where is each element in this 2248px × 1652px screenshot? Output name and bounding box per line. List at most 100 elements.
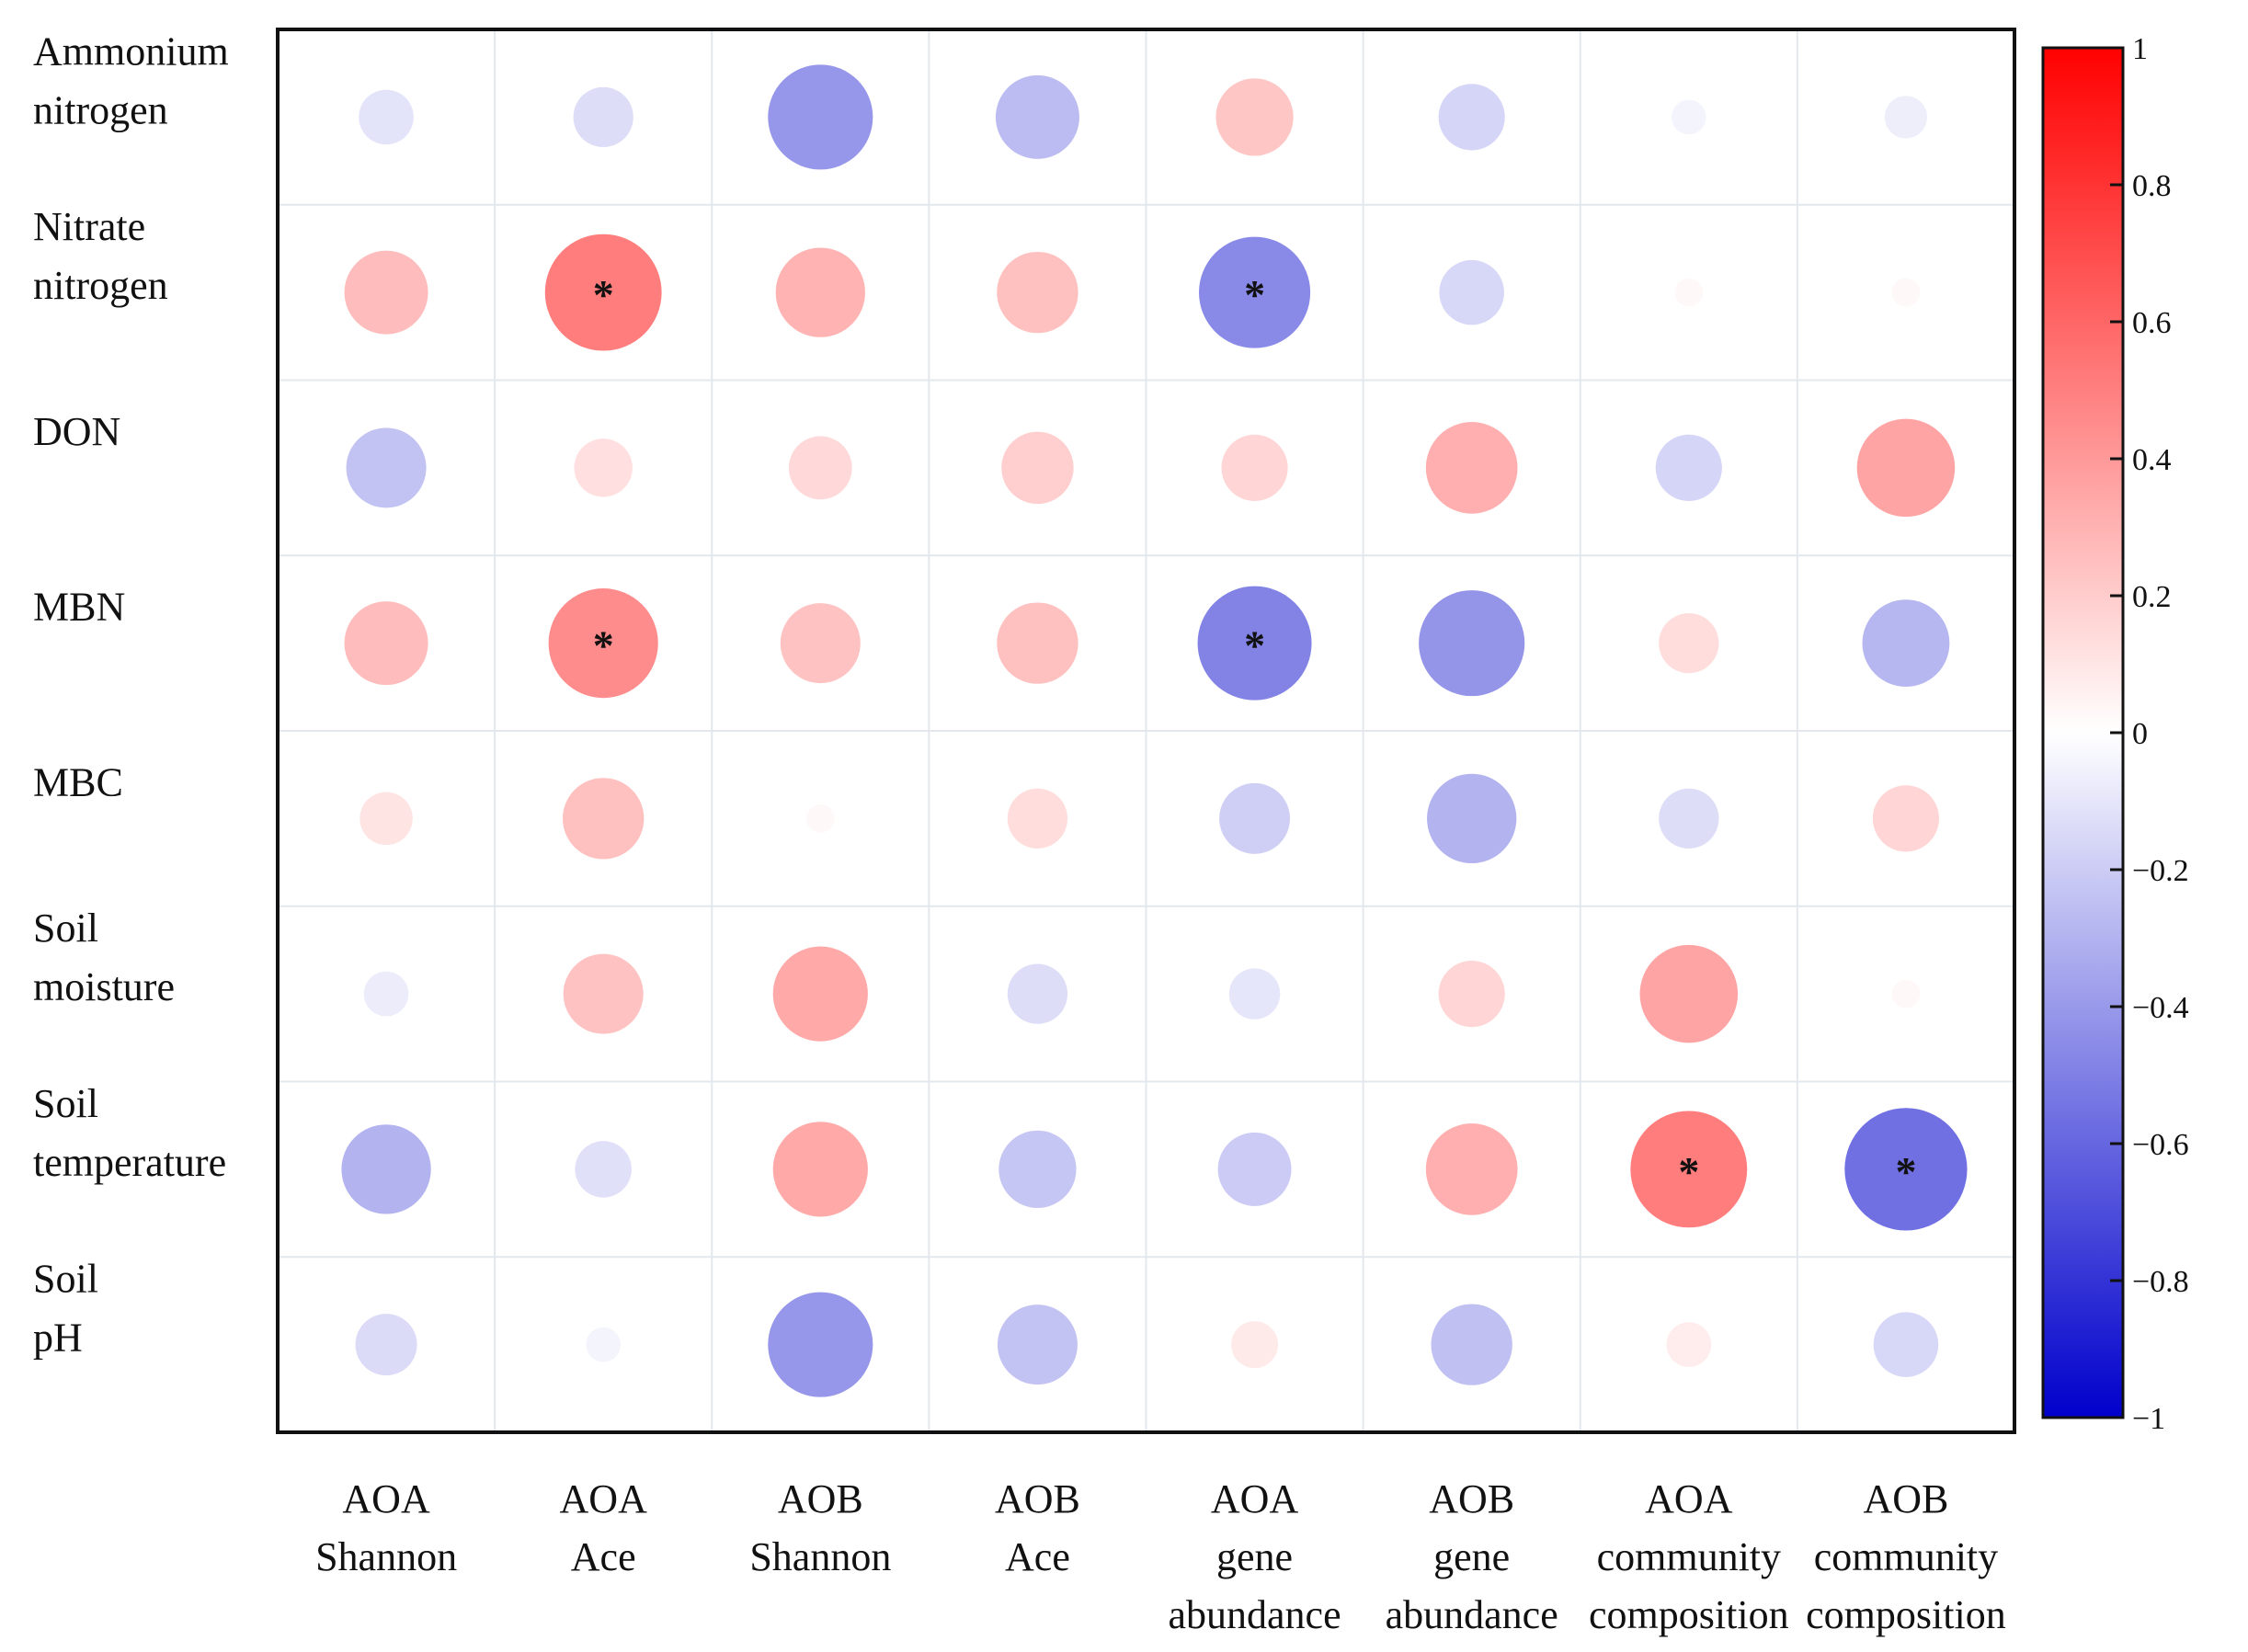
correlation-circle bbox=[563, 778, 645, 860]
correlation-circle bbox=[1231, 1321, 1279, 1369]
colorbar-tick-label: −0.4 bbox=[2132, 991, 2189, 1025]
correlation-circle bbox=[775, 247, 865, 337]
correlation-circle bbox=[1438, 84, 1505, 151]
colorbar bbox=[2041, 46, 2125, 1419]
correlation-circle bbox=[1891, 979, 1921, 1008]
correlation-circle bbox=[355, 1314, 417, 1376]
row-label: MBN bbox=[33, 585, 125, 630]
correlation-circle bbox=[1007, 963, 1068, 1024]
correlation-circle bbox=[1671, 99, 1706, 135]
correlation-circle bbox=[1425, 422, 1518, 514]
correlation-circle bbox=[575, 1141, 632, 1198]
significance-star: * bbox=[1895, 1148, 1916, 1195]
correlation-circle bbox=[1219, 782, 1291, 854]
correlation-circle bbox=[997, 1305, 1078, 1385]
correlation-circle bbox=[768, 1292, 873, 1397]
column-label: AOA Ace bbox=[560, 1476, 648, 1579]
row-label: Soil temperature bbox=[33, 1081, 226, 1185]
row-label: Soil moisture bbox=[33, 906, 175, 1009]
significance-star: * bbox=[593, 271, 614, 318]
correlation-circle bbox=[805, 803, 835, 833]
significance-markers: * * * * * * bbox=[593, 271, 1917, 1195]
significance-star: * bbox=[1244, 271, 1265, 318]
colorbar-tick-label: 0.8 bbox=[2132, 169, 2172, 203]
correlation-circle bbox=[1199, 236, 1311, 348]
column-label: AOB Ace bbox=[995, 1476, 1080, 1579]
colorbar-tick-label: −0.8 bbox=[2132, 1265, 2189, 1299]
colorbar-tick-label: 0.6 bbox=[2132, 306, 2172, 340]
correlation-circle bbox=[346, 427, 427, 508]
colorbar-ticks: 1 0.8 0.6 0.4 0.2 0 −0.2 −0.4 −0.6 −0.8 −1 bbox=[2110, 32, 2189, 1436]
correlation-circle bbox=[1427, 773, 1517, 864]
column-label: AOA gene abundance bbox=[1169, 1476, 1341, 1637]
correlation-circle bbox=[1884, 96, 1928, 139]
correlation-circle bbox=[768, 64, 873, 170]
significance-star: * bbox=[1244, 622, 1265, 669]
correlation-circle bbox=[995, 74, 1079, 159]
correlation-circle bbox=[1439, 259, 1504, 325]
colorbar-tick-label: 0.4 bbox=[2132, 443, 2172, 477]
column-label: AOB Shannon bbox=[749, 1476, 891, 1579]
correlation-circle bbox=[359, 89, 414, 145]
correlation-circle bbox=[359, 792, 413, 846]
correlation-circle bbox=[1431, 1304, 1512, 1385]
correlation-circle bbox=[1007, 788, 1068, 849]
correlation-circle bbox=[341, 1124, 431, 1214]
colorbar-tick-label: −0.6 bbox=[2132, 1128, 2189, 1162]
row-label: Soil pH bbox=[33, 1257, 98, 1361]
row-label: Nitrate nitrogen bbox=[33, 204, 168, 308]
colorbar-tick-label: −0.2 bbox=[2132, 854, 2189, 888]
correlation-circle bbox=[997, 602, 1078, 684]
colorbar-tick-label: 0.2 bbox=[2132, 580, 2172, 614]
correlation-circles bbox=[341, 64, 1968, 1397]
column-label: AOA Shannon bbox=[315, 1476, 457, 1579]
column-label: AOA community composition bbox=[1589, 1476, 1789, 1637]
significance-star: * bbox=[593, 622, 614, 669]
correlation-circle bbox=[997, 251, 1078, 334]
correlation-circle bbox=[544, 234, 662, 351]
correlation-circle bbox=[1215, 78, 1294, 156]
correlation-circle bbox=[1659, 612, 1719, 674]
correlation-circle bbox=[1419, 590, 1525, 697]
correlation-circle bbox=[1639, 944, 1739, 1043]
correlation-circle bbox=[1891, 278, 1921, 307]
plot-frame bbox=[276, 28, 2016, 1434]
correlation-circle bbox=[1228, 968, 1281, 1020]
colorbar-tick-label: 1 bbox=[2132, 32, 2148, 66]
correlation-circle bbox=[1221, 434, 1288, 501]
correlation-circle bbox=[1001, 431, 1074, 505]
correlation-circle bbox=[998, 1130, 1077, 1209]
correlation-circle bbox=[573, 86, 633, 148]
colorbar-tick-label: −1 bbox=[2132, 1402, 2165, 1436]
correlation-circle bbox=[344, 601, 428, 686]
correlation-circle bbox=[772, 946, 868, 1042]
correlation-circle bbox=[1674, 278, 1704, 307]
colorbar-gradient bbox=[2041, 46, 2125, 1419]
significance-star: * bbox=[1678, 1148, 1699, 1195]
correlation-circle bbox=[1630, 1111, 1748, 1228]
row-label: DON bbox=[33, 409, 120, 454]
correlation-circle bbox=[574, 439, 633, 497]
correlation-circle bbox=[1655, 434, 1722, 501]
correlation-circle bbox=[548, 588, 658, 699]
row-labels: Ammonium nitrogen Nitrate nitrogen DON MBN MBC… bbox=[33, 28, 229, 1360]
column-labels: AOA Shannon AOA Ace AOB Shannon AOB Ace AOA gene a… bbox=[315, 1476, 2006, 1637]
row-label: Ammonium nitrogen bbox=[33, 28, 229, 132]
correlation-circle bbox=[1659, 788, 1719, 849]
correlation-circle bbox=[1217, 1132, 1292, 1206]
correlation-circle bbox=[772, 1122, 868, 1217]
colorbar-tick-label: 0 bbox=[2132, 717, 2148, 751]
row-label: MBC bbox=[33, 759, 123, 804]
correlation-circle bbox=[1873, 1312, 1939, 1377]
correlation-circle bbox=[1862, 599, 1950, 688]
correlation-circle bbox=[1425, 1123, 1518, 1215]
correlation-circle bbox=[563, 953, 644, 1034]
correlation-circle bbox=[788, 436, 852, 500]
correlation-circle bbox=[344, 250, 428, 335]
column-label: AOB community composition bbox=[1806, 1476, 2006, 1637]
correlation-circle bbox=[1856, 418, 1956, 518]
grid-lines bbox=[278, 29, 2014, 1432]
correlation-circle bbox=[586, 1327, 622, 1362]
correlation-circle bbox=[1438, 961, 1505, 1028]
